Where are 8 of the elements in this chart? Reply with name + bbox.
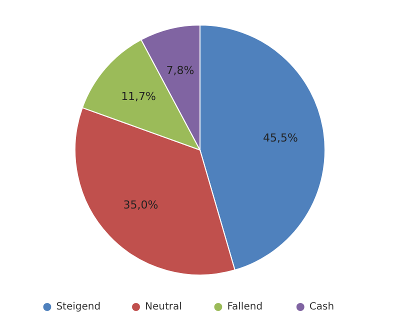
data-label: 35,0%	[123, 198, 158, 212]
data-label: 45,5%	[262, 132, 298, 145]
legend-label: Fallend	[227, 302, 263, 313]
legend-label: Neutral	[145, 302, 182, 313]
legend-label: Cash	[309, 302, 334, 313]
legend-label: Steigend	[56, 302, 101, 313]
data-label: 7,8%	[166, 64, 194, 78]
data-label: 11,7%	[121, 90, 156, 103]
